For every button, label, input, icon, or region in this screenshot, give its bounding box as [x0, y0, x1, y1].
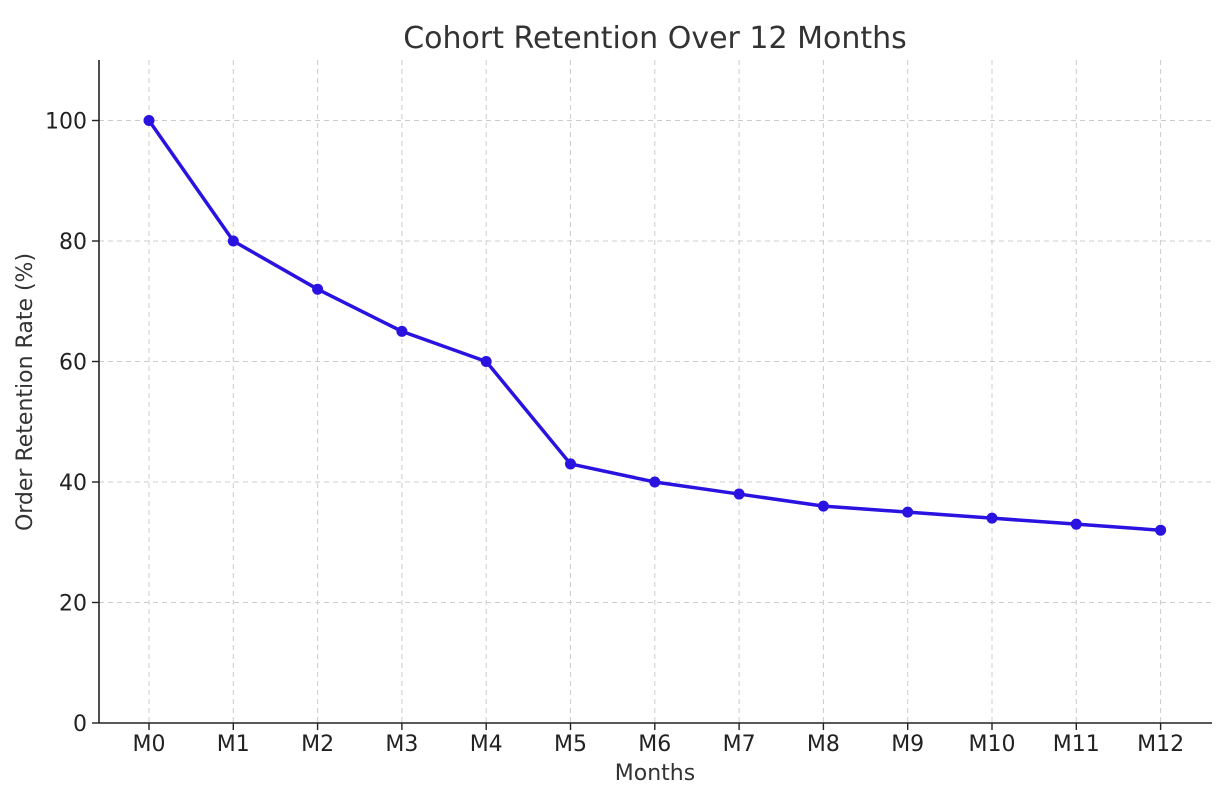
y-tick-label: 100: [45, 110, 87, 135]
x-tick-label: M9: [891, 732, 924, 757]
x-tick-label: M10: [969, 732, 1016, 757]
x-tick-label: M8: [807, 732, 840, 757]
x-ticks: M0 M1 M2 M3 M4 M5 M6 M7 M8 M9 M10 M11 M12: [133, 723, 1184, 757]
data-point-marker: [143, 115, 155, 126]
axes-layer: [98, 60, 1212, 724]
y-tick-label: 0: [73, 712, 87, 737]
data-point-marker: [396, 325, 408, 337]
data-point-marker: [733, 488, 745, 500]
series-layer: [143, 115, 1167, 536]
x-tick-label: M6: [638, 732, 671, 757]
data-point-marker: [1070, 518, 1082, 530]
data-point-marker: [986, 512, 998, 524]
y-tick-label: 80: [59, 230, 87, 255]
data-point-marker: [312, 283, 324, 295]
x-tick-label: M12: [1137, 732, 1184, 757]
y-tick-label: 20: [59, 592, 87, 617]
data-point-marker: [1155, 524, 1167, 536]
grid-layer: [99, 60, 1212, 723]
y-axis-label: Order Retention Rate (%): [13, 253, 38, 531]
y-ticks: 0 20 40 60 80 100: [45, 110, 99, 737]
data-point-marker: [902, 506, 914, 518]
x-tick-label: M0: [133, 732, 166, 757]
x-tick-label: M11: [1053, 732, 1100, 757]
data-point-marker: [817, 500, 829, 512]
data-point-marker: [565, 458, 576, 470]
y-tick-label: 40: [59, 471, 87, 496]
data-point-marker: [227, 235, 239, 247]
x-axis-label: Months: [615, 761, 695, 786]
x-tick-label: M4: [470, 732, 503, 757]
data-point-marker: [480, 356, 492, 367]
chart-title: Cohort Retention Over 12 Months: [403, 21, 907, 56]
x-tick-label: M1: [217, 732, 250, 757]
data-point-marker: [649, 476, 661, 488]
x-tick-label: M5: [554, 732, 587, 757]
y-tick-label: 60: [59, 351, 87, 376]
x-tick-label: M3: [385, 732, 418, 757]
x-tick-label: M7: [723, 732, 756, 757]
x-tick-label: M2: [301, 732, 334, 757]
